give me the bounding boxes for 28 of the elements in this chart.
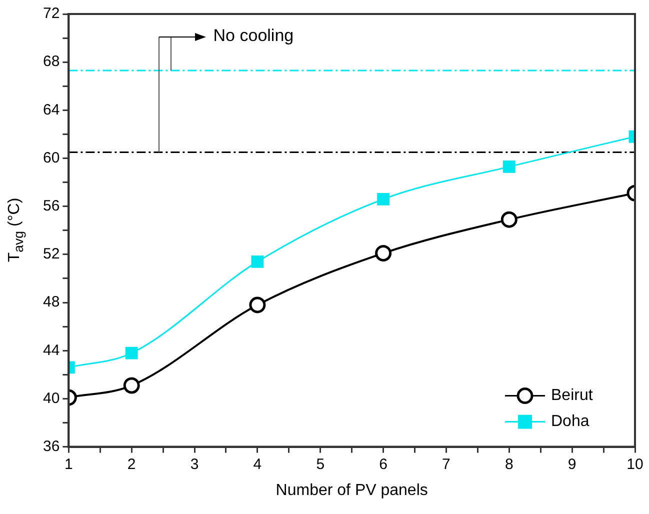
y-tick-label: 36 <box>42 438 60 455</box>
annotation: No cooling <box>213 26 294 46</box>
y-tick-label: 40 <box>42 390 60 407</box>
x-tick-label: 10 <box>626 456 644 473</box>
point <box>375 244 392 262</box>
x-tick-label: 7 <box>442 456 450 473</box>
x-tick-label: 8 <box>504 456 514 473</box>
x-tick-label: 9 <box>568 456 576 473</box>
x-tick-label: 3 <box>190 456 199 473</box>
x-tick-label: 4 <box>253 456 262 473</box>
y-tick-label: 72 <box>42 5 60 22</box>
x-tick-label: 5 <box>316 456 325 473</box>
y-tick-label: 52 <box>42 246 60 263</box>
x-tick-label: 2 <box>127 456 136 473</box>
y-tick-label: 68 <box>42 53 60 70</box>
point <box>251 255 264 268</box>
y-tick-label: 48 <box>42 294 60 311</box>
x-axis-title: Number of PV panels <box>276 482 428 499</box>
y-tick-label: 64 <box>42 101 60 118</box>
point <box>249 296 266 314</box>
y-tick-label: 56 <box>42 197 60 214</box>
legend-label: Beirut <box>551 387 594 404</box>
x-tick-label: 6 <box>379 456 388 473</box>
point <box>377 192 390 206</box>
y-tick-label: 44 <box>42 342 60 359</box>
legend-label: Doha <box>551 413 590 430</box>
y-tick-label: 60 <box>42 149 60 166</box>
x-tick-label: 1 <box>64 456 73 473</box>
